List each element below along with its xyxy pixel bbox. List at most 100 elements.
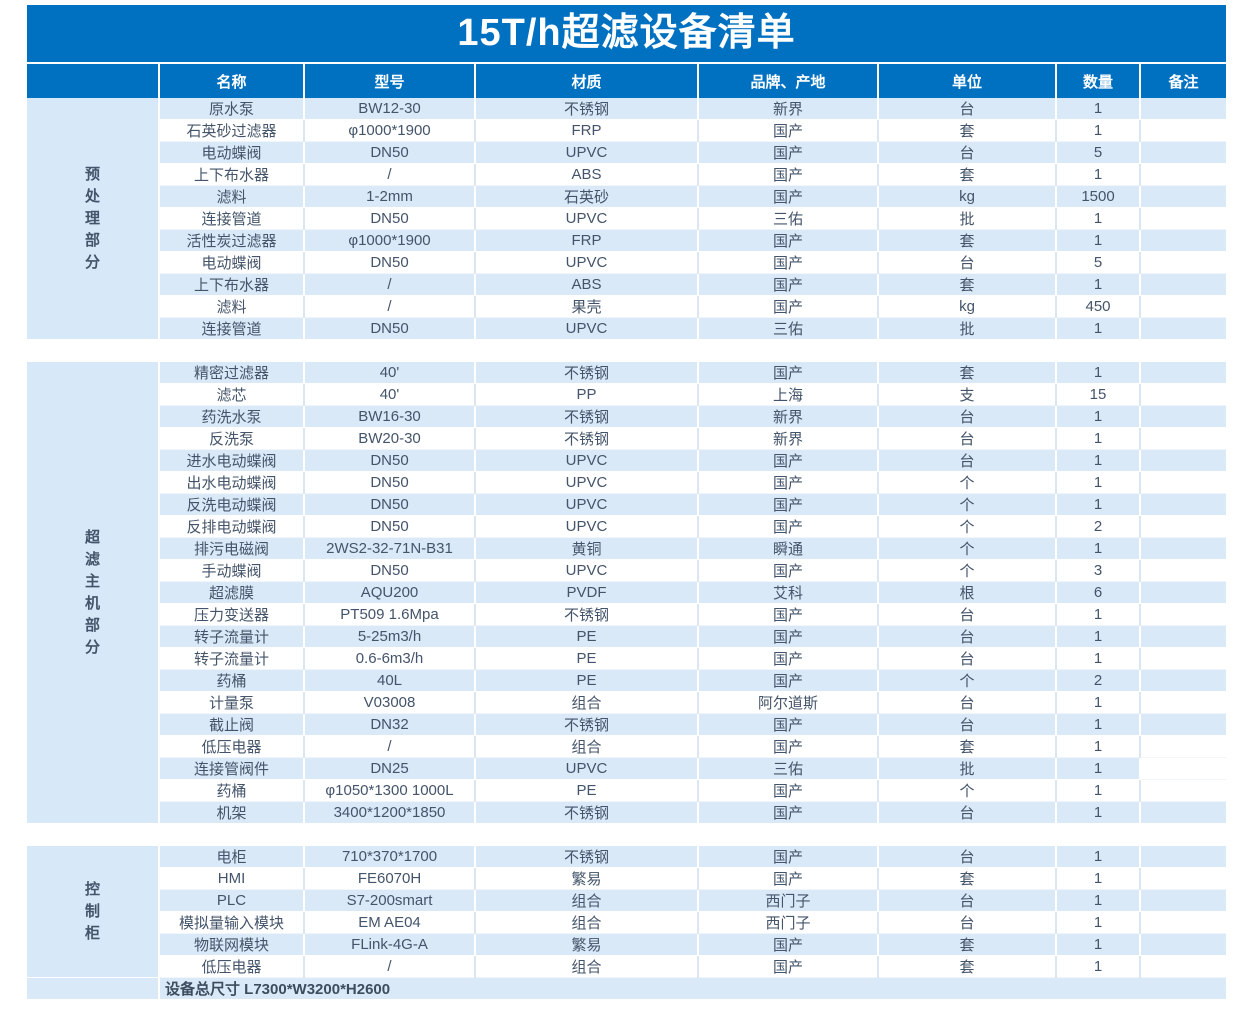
cell-unit: 批 (878, 317, 1057, 340)
cell-brand: 三佑 (698, 757, 879, 780)
cell-unit: 批 (878, 207, 1057, 230)
table-row: 模拟量输入模块 EM AE04 组合 西门子台 1 (27, 911, 1226, 934)
corner-cell (27, 64, 160, 98)
cell-qty: 5 (1056, 141, 1141, 164)
cell-remark (1140, 185, 1226, 208)
cell-name: 转子流量计 (159, 625, 305, 648)
section-label: 预处理部分 (27, 98, 160, 340)
cell-name: 进水电动蝶阀 (159, 449, 305, 472)
cell-remark (1140, 647, 1226, 670)
cell-qty: 1 (1056, 119, 1141, 142)
cell-name: 反洗电动蝶阀 (159, 493, 305, 516)
cell-unit: 台 (878, 625, 1057, 648)
cell-brand: 国产 (698, 251, 879, 274)
cell-model: 40L (304, 669, 476, 692)
cell-remark (1140, 889, 1226, 912)
cell-unit: 台 (878, 251, 1057, 274)
cell-name: 石英砂过滤器 (159, 119, 305, 142)
cell-unit: 台 (878, 98, 1057, 120)
cell-remark (1140, 427, 1226, 450)
cell-brand: 国产 (698, 119, 879, 142)
table-row: 控制柜电柜 710*370*1700 不锈钢 国产台 1 (27, 846, 1226, 978)
cell-model: BW20-30 (304, 427, 476, 450)
cell-remark (1140, 362, 1226, 384)
cell-unit: 套 (878, 955, 1057, 978)
cell-remark (1140, 471, 1226, 494)
cell-qty: 6 (1056, 581, 1141, 604)
cell-brand: 国产 (698, 185, 879, 208)
cell-unit: 个 (878, 515, 1057, 538)
cell-brand: 国产 (698, 273, 879, 296)
table-row: 上下布水器 / ABS 国产套 1 (27, 273, 1226, 296)
table-row: 连接管道 DN50 UPVC 三佑批 1 (27, 317, 1226, 340)
cell-qty: 450 (1056, 295, 1141, 318)
cell-qty: 1 (1056, 801, 1141, 824)
cell-material: 繁易 (475, 867, 699, 890)
cell-brand: 西门子 (698, 911, 879, 934)
table-row: 石英砂过滤器 φ1000*1900 FRP 国产套 1 (27, 119, 1226, 142)
cell-brand: 新界 (698, 405, 879, 428)
cell-unit: 个 (878, 779, 1057, 802)
table-row: 低压电器 / 组合 国产套 1 (27, 955, 1226, 978)
cell-brand: 国产 (698, 141, 879, 164)
cell-name: 超滤膜 (159, 581, 305, 604)
cell-material: PE (475, 669, 699, 692)
cell-remark (1140, 735, 1226, 758)
cell-qty: 1 (1056, 163, 1141, 186)
table-row: 反排电动蝶阀 DN50 UPVC 国产个 2 (27, 515, 1226, 538)
cell-qty: 5 (1056, 251, 1141, 274)
cell-model: 710*370*1700 (304, 846, 476, 868)
cell-name: 电动蝶阀 (159, 141, 305, 164)
cell-qty: 1500 (1056, 185, 1141, 208)
cell-material: UPVC (475, 207, 699, 230)
table-row: 转子流量计 5-25m3/h PE 国产台 1 (27, 625, 1226, 648)
cell-model: φ1000*1900 (304, 229, 476, 252)
cell-name: 滤料 (159, 185, 305, 208)
cell-unit: 批 (878, 757, 1057, 780)
table-row: HMI FE6070H 繁易 国产套 1 (27, 867, 1226, 890)
page-title: 15T/h超滤设备清单 (27, 5, 1226, 62)
cell-brand: 国产 (698, 846, 879, 868)
table-row: 药桶 φ1050*1300 1000L PE 国产个 1 (27, 779, 1226, 802)
cell-model: / (304, 295, 476, 318)
cell-qty: 1 (1056, 603, 1141, 626)
cell-material: UPVC (475, 757, 699, 780)
cell-name: 滤芯 (159, 383, 305, 406)
cell-model: 40' (304, 383, 476, 406)
cell-qty: 1 (1056, 625, 1141, 648)
cell-material: 不锈钢 (475, 427, 699, 450)
cell-brand: 国产 (698, 295, 879, 318)
cell-name: 物联网模块 (159, 933, 305, 956)
cell-brand: 国产 (698, 471, 879, 494)
cell-material: 繁易 (475, 933, 699, 956)
cell-qty: 1 (1056, 471, 1141, 494)
cell-remark (1140, 757, 1226, 780)
cell-brand: 国产 (698, 493, 879, 516)
cell-remark (1140, 493, 1226, 516)
cell-material: UPVC (475, 493, 699, 516)
cell-model: 1-2mm (304, 185, 476, 208)
cell-unit: 套 (878, 163, 1057, 186)
cell-qty: 1 (1056, 449, 1141, 472)
cell-remark (1140, 933, 1226, 956)
cell-name: 精密过滤器 (159, 362, 305, 384)
cell-unit: 台 (878, 427, 1057, 450)
cell-remark (1140, 603, 1226, 626)
cell-model: DN50 (304, 471, 476, 494)
cell-name: 出水电动蝶阀 (159, 471, 305, 494)
footer-total-size: 设备总尺寸 L7300*W3200*H2600 (159, 977, 1226, 1000)
column-header: 名称 (159, 64, 305, 98)
cell-model: DN32 (304, 713, 476, 736)
cell-brand: 国产 (698, 449, 879, 472)
table-body: 预处理部分原水泵 BW12-30 不锈钢 新界台 1 石英砂过滤器 φ1000*1900 FR… (27, 98, 1226, 1000)
equipment-table: 名称 型号 材质 品牌、产地 单位 数量 备注 预处理部分原水泵 BW12-30 不锈钢 新界台 1… (27, 64, 1226, 1000)
cell-remark (1140, 98, 1226, 120)
cell-brand: 三佑 (698, 317, 879, 340)
cell-qty: 2 (1056, 669, 1141, 692)
cell-name: 药洗水泵 (159, 405, 305, 428)
table-row: 反洗泵 BW20-30 不锈钢 新界台 1 (27, 427, 1226, 450)
table-row: 滤芯 40' PP 上海支 15 (27, 383, 1226, 406)
cell-model: BW12-30 (304, 98, 476, 120)
cell-model: FLink-4G-A (304, 933, 476, 956)
